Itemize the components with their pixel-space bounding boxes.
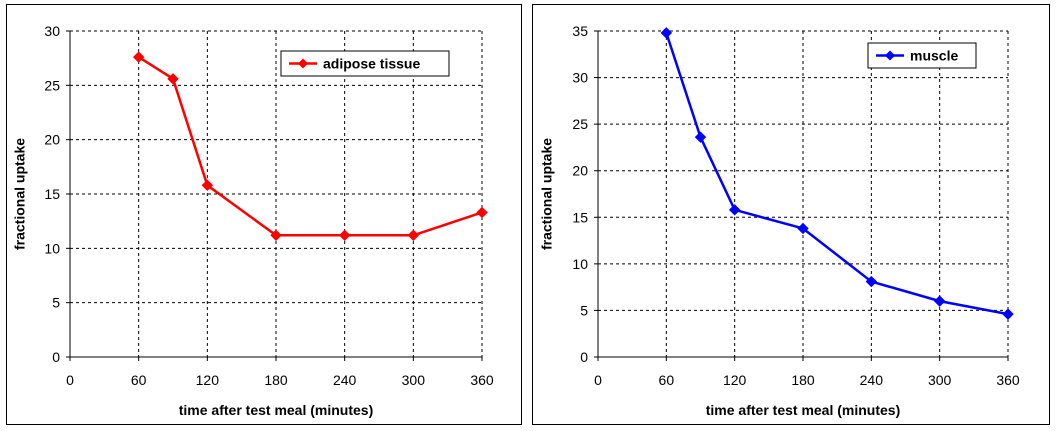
x-tick-label: 360 bbox=[996, 372, 1020, 388]
x-axis-title: time after test meal (minutes) bbox=[706, 402, 901, 418]
data-point-marker bbox=[167, 73, 179, 85]
data-point-marker bbox=[694, 131, 707, 143]
x-tick-label: 60 bbox=[659, 372, 675, 388]
series-line bbox=[137, 56, 483, 237]
y-tick-label: 30 bbox=[572, 70, 588, 86]
data-point-marker bbox=[201, 179, 214, 192]
y-tick-label: 25 bbox=[44, 77, 60, 93]
series-line bbox=[665, 32, 1009, 316]
x-tick-label: 300 bbox=[928, 372, 952, 388]
data-point-marker bbox=[797, 222, 809, 235]
legend-label: muscle bbox=[910, 48, 958, 64]
data-point-marker bbox=[270, 229, 282, 242]
data-point-marker bbox=[407, 229, 420, 242]
y-tick-label: 35 bbox=[572, 23, 588, 39]
y-tick-label: 30 bbox=[44, 23, 60, 39]
x-tick-label: 60 bbox=[131, 372, 147, 388]
y-tick-label: 15 bbox=[572, 209, 588, 225]
data-point-marker bbox=[933, 295, 946, 307]
x-tick-label: 180 bbox=[791, 372, 815, 388]
data-point-marker bbox=[660, 27, 673, 39]
x-tick-label: 180 bbox=[264, 372, 288, 388]
chart-panel-muscle: 0 5 10 15 20 25 30 35 0 60 120 180 240 300 360 time aft… bbox=[532, 4, 1050, 425]
y-tick-label: 10 bbox=[44, 240, 60, 256]
legend-marker-sample bbox=[298, 58, 308, 69]
y-tick-label: 5 bbox=[52, 295, 60, 311]
data-point-marker bbox=[728, 204, 741, 216]
data-point-marker bbox=[338, 229, 351, 242]
legend-label: adipose tissue bbox=[323, 56, 420, 72]
y-tick-label: 0 bbox=[580, 349, 588, 365]
x-tick-label: 120 bbox=[196, 372, 220, 388]
y-tick-label: 20 bbox=[572, 163, 588, 179]
y-tick-label: 15 bbox=[44, 186, 60, 202]
x-tick-label: 240 bbox=[860, 372, 884, 388]
y-tick-label: 5 bbox=[580, 302, 588, 318]
x-tick-label: 240 bbox=[333, 372, 357, 388]
x-tick-label: 120 bbox=[723, 372, 747, 388]
data-point-marker bbox=[865, 275, 878, 288]
data-point-marker bbox=[476, 206, 488, 219]
y-tick-label: 25 bbox=[572, 116, 588, 132]
y-tick-label: 20 bbox=[44, 132, 60, 148]
x-tick-label: 0 bbox=[66, 372, 74, 388]
chart-muscle-svg: 0 5 10 15 20 25 30 35 0 60 120 180 240 300 360 time aft… bbox=[539, 23, 1020, 418]
chart-panel-adipose: 0 5 10 15 20 25 30 0 60 120 180 240 300 360 time after… bbox=[6, 4, 522, 425]
y-axis-title: fractional uptake bbox=[12, 138, 28, 250]
x-tick-label: 300 bbox=[402, 372, 426, 388]
data-point-marker bbox=[132, 51, 145, 63]
data-point-marker bbox=[1002, 308, 1014, 320]
legend-marker-sample bbox=[885, 50, 895, 61]
x-tick-label: 0 bbox=[594, 372, 602, 388]
x-axis-title: time after test meal (minutes) bbox=[179, 402, 374, 418]
y-axis-title: fractional uptake bbox=[539, 138, 555, 250]
x-tick-label: 360 bbox=[470, 372, 494, 388]
y-tick-label: 10 bbox=[572, 256, 588, 272]
y-tick-label: 0 bbox=[52, 349, 60, 365]
